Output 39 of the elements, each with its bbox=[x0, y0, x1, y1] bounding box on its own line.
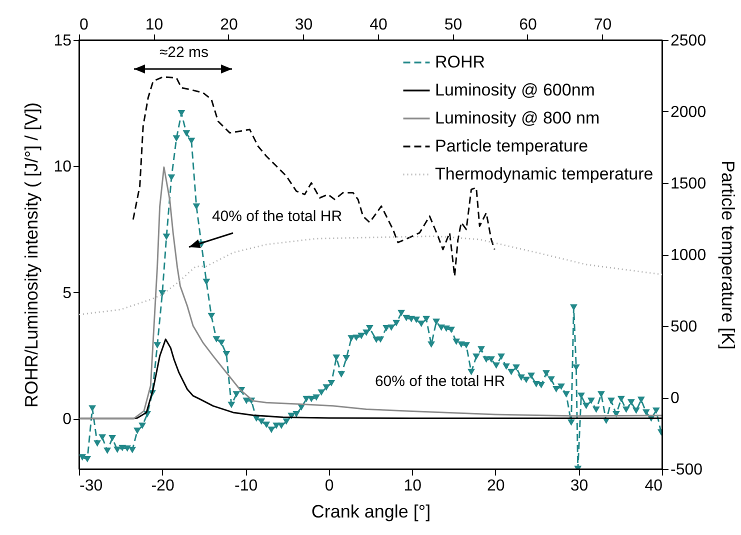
annotation: 60% of the total HR bbox=[374, 372, 506, 390]
y-tick-label: 5 bbox=[62, 284, 72, 302]
y-tick-label: 10 bbox=[54, 158, 72, 176]
x2-tick-label: 30 bbox=[294, 16, 313, 34]
legend-label: Luminosity @ 600nm bbox=[435, 80, 595, 100]
x2-tick-label: 40 bbox=[370, 16, 388, 34]
y-tick-label: 15 bbox=[54, 32, 72, 50]
x2-tick-label: 70 bbox=[594, 16, 612, 34]
x-tick-label: -20 bbox=[151, 478, 174, 494]
y2-tick-label: 2500 bbox=[670, 32, 706, 50]
x-axis-title: Crank angle [°] bbox=[311, 502, 431, 522]
y-tick-label: 0 bbox=[62, 411, 72, 428]
y2-tick-label: 1500 bbox=[670, 176, 706, 192]
x2-tick-label: 10 bbox=[145, 16, 164, 34]
line-series bbox=[79, 235, 662, 316]
x-tick-label: 0 bbox=[324, 478, 334, 494]
x-tick-label: -10 bbox=[234, 478, 258, 494]
x2-tick-label: 0 bbox=[80, 16, 88, 34]
y-axis-title: ROHR/Luminosity intensity ( [J/°] / [V]) bbox=[22, 102, 42, 408]
legend-label: Particle temperature bbox=[435, 136, 588, 156]
x2-tick-label: 50 bbox=[444, 16, 462, 34]
legend-label: Thermodynamic temperature bbox=[435, 164, 654, 184]
legend-label: ROHR bbox=[435, 52, 486, 72]
legend-label: Luminosity @ 800 nm bbox=[435, 108, 600, 128]
y2-tick-label: 0 bbox=[670, 390, 680, 407]
annotation: ≈22 ms bbox=[159, 44, 209, 61]
x-tick-label: 20 bbox=[487, 478, 505, 494]
x2-tick-label: 60 bbox=[519, 16, 537, 34]
x-tick-label: 40 bbox=[644, 478, 663, 494]
x-tick-label: 10 bbox=[404, 478, 422, 494]
y2-tick-label: 500 bbox=[670, 318, 698, 336]
y2-tick-label: 2000 bbox=[670, 104, 706, 121]
y2-tick-label: 1000 bbox=[670, 247, 706, 264]
x-tick-label: 30 bbox=[570, 478, 588, 494]
annotation: 40% of the total HR bbox=[212, 208, 342, 225]
x-tick-label: -30 bbox=[80, 478, 103, 494]
x2-tick-label: 20 bbox=[220, 16, 238, 34]
y2-axis-title: Particle temperature [K] bbox=[718, 160, 738, 350]
y2-tick-label: -500 bbox=[670, 462, 703, 478]
